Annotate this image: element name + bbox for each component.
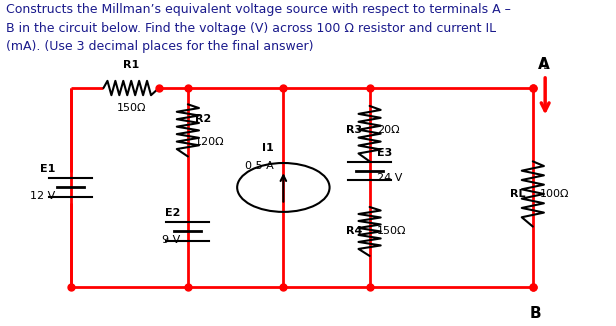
Text: E3: E3 bbox=[377, 148, 392, 158]
Text: 0.5 A: 0.5 A bbox=[245, 161, 274, 171]
Text: R2: R2 bbox=[195, 114, 211, 124]
Text: B: B bbox=[530, 306, 541, 321]
Text: Constructs the Millman’s equivalent voltage source with respect to terminals A –: Constructs the Millman’s equivalent volt… bbox=[6, 3, 511, 53]
Text: $I_L$: $I_L$ bbox=[540, 57, 550, 72]
Text: 9 V: 9 V bbox=[162, 235, 180, 245]
Text: E1: E1 bbox=[40, 164, 55, 174]
Text: I1: I1 bbox=[262, 143, 274, 153]
Text: 120Ω: 120Ω bbox=[195, 137, 225, 147]
Text: 150Ω: 150Ω bbox=[377, 227, 407, 236]
Text: E2: E2 bbox=[165, 208, 180, 218]
Text: R4: R4 bbox=[346, 227, 362, 236]
Text: R3: R3 bbox=[346, 126, 362, 135]
Text: 24 V: 24 V bbox=[377, 173, 402, 183]
Text: 20Ω: 20Ω bbox=[377, 126, 400, 135]
Text: R1: R1 bbox=[123, 60, 139, 70]
Text: A: A bbox=[538, 57, 549, 72]
Text: RL: RL bbox=[510, 189, 525, 199]
Text: 100Ω: 100Ω bbox=[540, 189, 570, 199]
Text: 150Ω: 150Ω bbox=[116, 103, 146, 113]
Text: 12 V: 12 V bbox=[30, 191, 55, 201]
